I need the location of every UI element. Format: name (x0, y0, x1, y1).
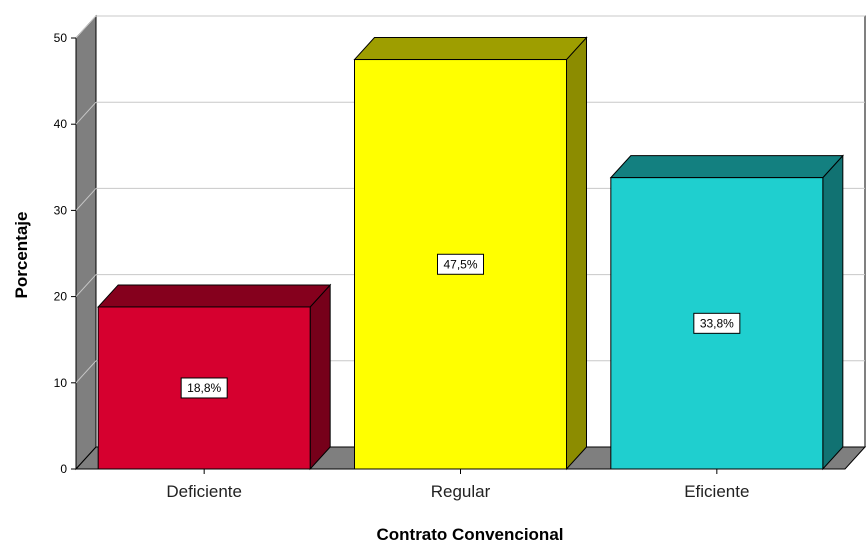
y-tick-label: 10 (54, 376, 68, 390)
y-tick-label: 50 (54, 31, 68, 45)
gridline-side (75, 360, 97, 384)
data-label: 47,5% (437, 253, 484, 275)
bar-top (609, 155, 844, 179)
y-tick-label: 40 (54, 117, 68, 131)
bar-side (309, 283, 331, 471)
data-label-box (437, 253, 484, 275)
data-label-box (693, 312, 741, 334)
y-tick-label: 0 (60, 462, 67, 476)
x-category-label: Deficiente (166, 482, 242, 501)
gridline-side (75, 274, 97, 297)
bar-top (97, 284, 332, 308)
x-axis-title: Contrato Convencional (376, 525, 563, 544)
data-labels: 18,8% 47,5% 33,8% (180, 253, 741, 399)
gridline-side (75, 101, 97, 125)
data-label-text: 47,5% (443, 257, 477, 271)
y-axis-title: Porcentaje (12, 212, 31, 299)
gridline-side (75, 15, 97, 39)
y-tick-label: 20 (54, 290, 68, 304)
side-wall (75, 14, 97, 471)
bar (353, 36, 588, 471)
bar-top (353, 37, 588, 61)
data-label-text: 18,8% (187, 381, 221, 395)
bar-side (822, 154, 844, 471)
x-axis-categories: Deficiente Regular Eficiente (166, 469, 749, 501)
gridline-side (75, 188, 97, 211)
data-label: 33,8% (693, 312, 741, 334)
data-label-box (180, 377, 228, 399)
data-label-text: 33,8% (700, 316, 734, 330)
data-label: 18,8% (180, 377, 228, 399)
bar-side (566, 36, 587, 471)
y-tick-label: 30 (54, 203, 68, 217)
bar (609, 154, 844, 471)
y-axis-ticks: 0 10 20 30 40 50 (54, 31, 76, 476)
bar (97, 283, 332, 471)
x-category-label: Eficiente (684, 482, 749, 501)
x-category-label: Regular (431, 482, 491, 501)
